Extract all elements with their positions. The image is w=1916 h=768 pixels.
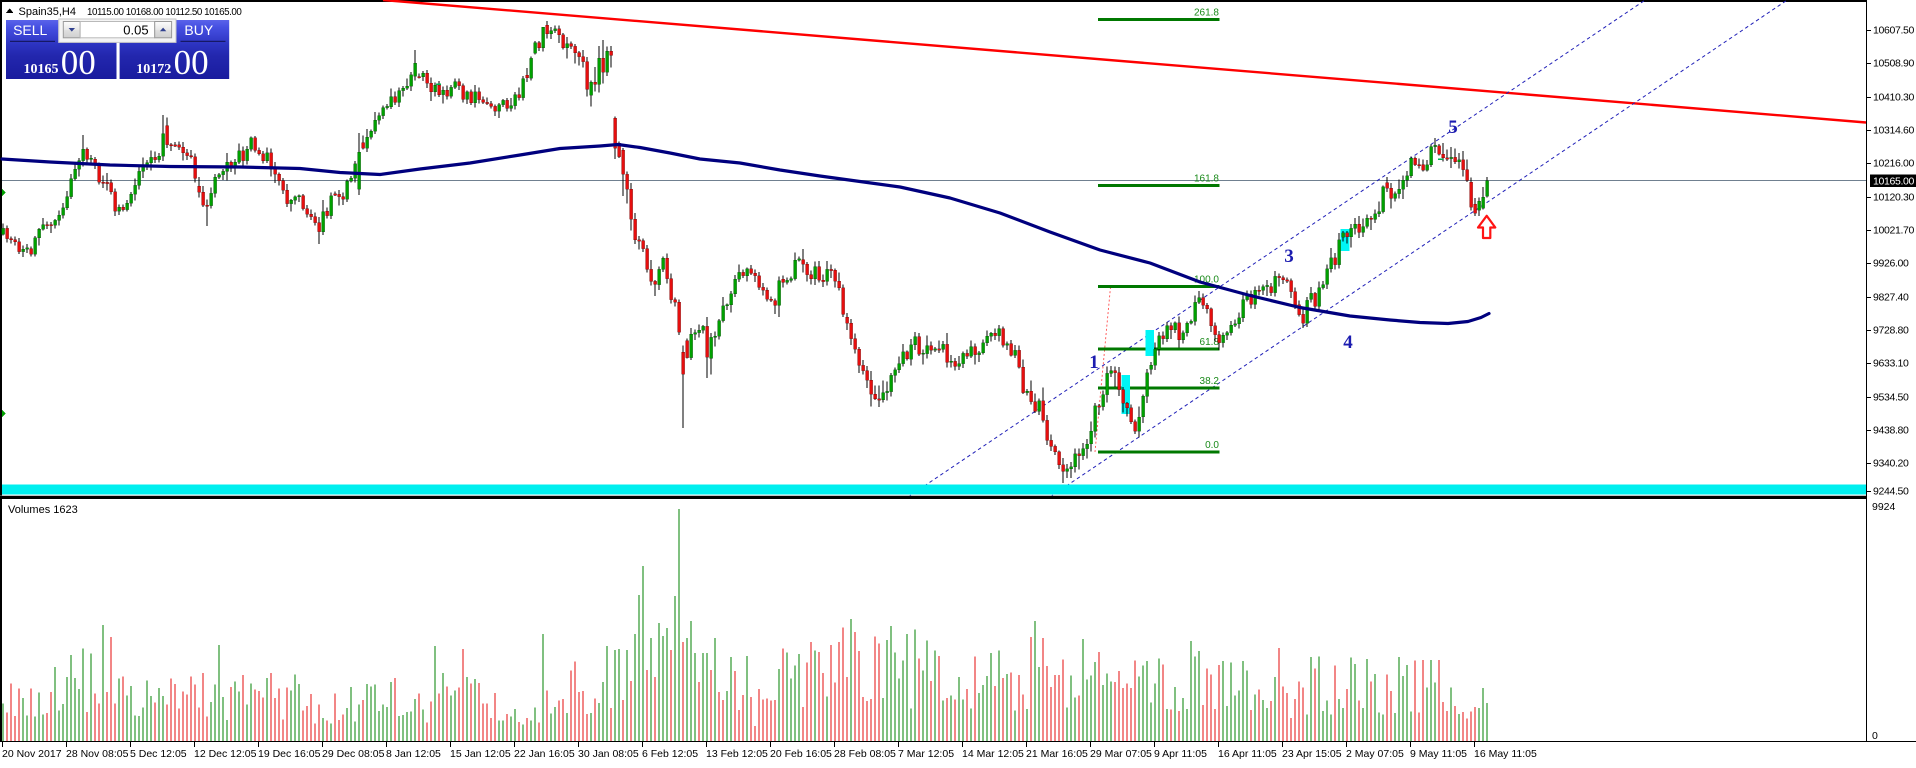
svg-text:28 Feb 08:05: 28 Feb 08:05	[834, 748, 896, 760]
svg-text:4: 4	[1343, 332, 1353, 353]
svg-text:10314.60: 10314.60	[1873, 125, 1915, 137]
svg-text:38.2: 38.2	[1200, 376, 1220, 387]
svg-text:10508.90: 10508.90	[1873, 58, 1915, 70]
svg-text:16 Apr 11:05: 16 Apr 11:05	[1218, 748, 1277, 760]
svg-text:9924: 9924	[1872, 501, 1896, 513]
svg-text:10410.30: 10410.30	[1873, 92, 1915, 104]
svg-text:8 Jan 12:05: 8 Jan 12:05	[386, 748, 441, 760]
svg-text:23 Apr 15:05: 23 Apr 15:05	[1282, 748, 1342, 760]
svg-text:15 Jan 12:05: 15 Jan 12:05	[450, 748, 511, 760]
svg-text:2 May 07:05: 2 May 07:05	[1346, 748, 1404, 760]
svg-text:0.0: 0.0	[1205, 440, 1219, 451]
svg-text:00: 00	[174, 43, 209, 82]
svg-text:13 Feb 12:05: 13 Feb 12:05	[706, 748, 768, 760]
svg-text:10172: 10172	[136, 62, 171, 77]
svg-text:9 Apr 11:05: 9 Apr 11:05	[1154, 748, 1207, 760]
svg-text:30 Jan 08:05: 30 Jan 08:05	[578, 748, 639, 760]
svg-text:9827.40: 9827.40	[1873, 292, 1909, 304]
svg-text:SELL: SELL	[13, 22, 47, 38]
svg-text:5: 5	[1448, 117, 1458, 138]
svg-text:9438.80: 9438.80	[1873, 425, 1909, 437]
svg-text:0: 0	[1872, 730, 1878, 742]
svg-text:5 Dec 12:05: 5 Dec 12:05	[130, 748, 187, 760]
svg-text:10115.00 10168.00 10112.50 101: 10115.00 10168.00 10112.50 10165.00	[87, 7, 242, 18]
svg-text:29 Dec 08:05: 29 Dec 08:05	[322, 748, 385, 760]
svg-text:7 Mar 12:05: 7 Mar 12:05	[898, 748, 954, 760]
svg-text:9926.00: 9926.00	[1873, 258, 1909, 270]
svg-text:9340.20: 9340.20	[1873, 458, 1909, 470]
svg-text:9 May 11:05: 9 May 11:05	[1410, 748, 1467, 760]
svg-text:9534.50: 9534.50	[1873, 392, 1909, 404]
svg-text:20 Feb 16:05: 20 Feb 16:05	[770, 748, 832, 760]
svg-text:10021.70: 10021.70	[1873, 225, 1915, 237]
svg-text:10120.30: 10120.30	[1873, 192, 1915, 204]
svg-text:61.8: 61.8	[1200, 337, 1220, 348]
svg-text:29 Mar 07:05: 29 Mar 07:05	[1090, 748, 1152, 760]
svg-text:9244.50: 9244.50	[1873, 486, 1909, 498]
svg-text:0.05: 0.05	[123, 22, 148, 37]
svg-text:6 Feb 12:05: 6 Feb 12:05	[642, 748, 698, 760]
svg-text:19 Dec 16:05: 19 Dec 16:05	[258, 748, 321, 760]
svg-text:12 Dec 12:05: 12 Dec 12:05	[194, 748, 257, 760]
svg-text:1: 1	[1089, 352, 1099, 373]
svg-text:Spain35,H4: Spain35,H4	[19, 6, 77, 18]
svg-text:10607.50: 10607.50	[1873, 25, 1915, 37]
svg-text:00: 00	[61, 43, 96, 82]
svg-text:9728.80: 9728.80	[1873, 325, 1909, 337]
svg-text:21 Mar 16:05: 21 Mar 16:05	[1026, 748, 1088, 760]
svg-text:28 Nov 08:05: 28 Nov 08:05	[66, 748, 129, 760]
svg-text:100.0: 100.0	[1194, 275, 1219, 286]
svg-text:BUY: BUY	[184, 22, 213, 38]
svg-text:Volumes 1623: Volumes 1623	[8, 504, 78, 516]
svg-text:161.8: 161.8	[1194, 174, 1219, 185]
svg-text:22 Jan 16:05: 22 Jan 16:05	[514, 748, 575, 760]
svg-text:16 May 11:05: 16 May 11:05	[1474, 748, 1537, 760]
svg-text:3: 3	[1284, 246, 1294, 267]
svg-text:14 Mar 12:05: 14 Mar 12:05	[962, 748, 1024, 760]
svg-text:10165.00: 10165.00	[1873, 176, 1915, 188]
svg-text:9633.10: 9633.10	[1873, 358, 1909, 370]
svg-text:10165: 10165	[24, 62, 59, 77]
svg-text:261.8: 261.8	[1194, 8, 1219, 19]
svg-text:10216.00: 10216.00	[1873, 158, 1915, 170]
svg-text:20 Nov 2017: 20 Nov 2017	[2, 748, 62, 760]
